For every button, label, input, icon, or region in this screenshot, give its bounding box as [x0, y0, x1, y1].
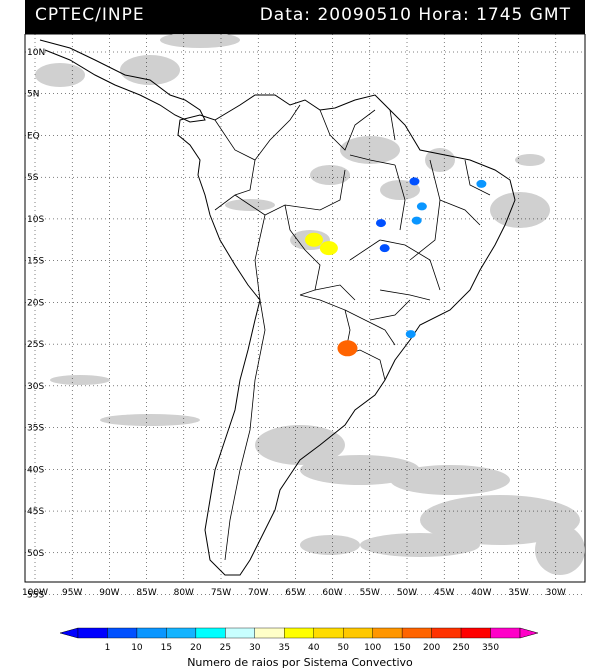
legend-swatch: [166, 627, 197, 639]
lon-label: 55W: [360, 588, 380, 598]
lon-label: 40W: [471, 588, 491, 598]
lon-label: 65W: [285, 588, 305, 598]
lightning-cells: [305, 177, 487, 357]
legend-swatch: [225, 627, 255, 639]
legend: 1 10 15 20 25 30 35 40 50 100 150 200 250 350: [59, 627, 539, 653]
lightning-cell: [476, 179, 487, 188]
legend-value: 25: [220, 643, 231, 653]
lon-label: 60W: [322, 588, 342, 598]
map-panel: 10N5NEQ5S10S15S20S25S30S35S40S45S50S55S …: [22, 34, 586, 600]
lat-label: 40S: [27, 465, 44, 475]
legend-swatch: [77, 627, 108, 639]
lat-label: 45S: [27, 507, 44, 517]
legend-value: 200: [423, 643, 440, 653]
legend-value: 250: [452, 643, 469, 653]
lat-label: 10S: [27, 215, 44, 225]
lightning-cell: [411, 216, 422, 225]
legend-labels: 1 10 15 20 25 30 35 40 50 100 150 200 250 350: [105, 643, 500, 653]
legend-value: 150: [394, 643, 411, 653]
legend-value: 40: [308, 643, 320, 653]
lon-label: 50W: [397, 588, 417, 598]
lon-label: 70W: [248, 588, 268, 598]
timestamp-label: Data: 20090510 Hora: 1745 GMT: [259, 5, 571, 25]
lat-label: 10N: [27, 48, 45, 58]
lon-label: 80W: [174, 588, 194, 598]
legend-arrow-left: [59, 627, 79, 639]
lat-label: 55S: [27, 591, 44, 600]
lat-label: 50S: [27, 549, 44, 559]
legend-colorbar: [59, 627, 539, 639]
lightning-cell: [379, 244, 390, 253]
legend-value: 50: [337, 643, 349, 653]
legend-swatch: [313, 627, 344, 639]
longitude-labels: 100W 95W 90W 85W 80W 75W 70W 65W 60W 55W 50W 45W 40W…: [22, 588, 566, 598]
legend-swatch: [431, 627, 462, 639]
lightning-cell: [409, 177, 420, 186]
lon-label: 90W: [99, 588, 119, 598]
lightning-cell: [416, 202, 427, 211]
lat-label: 20S: [27, 298, 44, 308]
title-bar: CPTEC/INPE Data: 20090510 Hora: 1745 GMT: [25, 0, 585, 34]
legend-swatch: [490, 627, 521, 639]
legend-value: 35: [279, 643, 290, 653]
central-america-outline: [39, 39, 206, 123]
legend-swatch: [136, 627, 167, 639]
lon-label: 35W: [508, 588, 528, 598]
legend-value: 350: [482, 643, 499, 653]
legend-swatch: [107, 627, 138, 639]
lightning-cell: [319, 241, 338, 256]
legend-swatch: [254, 627, 285, 639]
legend-caption: Numero de raios por Sistema Convectivo: [187, 656, 413, 669]
lightning-cell: [337, 340, 358, 357]
latitude-labels: 10N 5N EQ 5S 10S 15S 20S 25S 30S 35S 40S 45S 50S 55S: [27, 48, 45, 600]
legend-swatch: [284, 627, 314, 639]
lat-label: 25S: [27, 340, 44, 350]
lon-label: 45W: [434, 588, 454, 598]
legend-value: 15: [161, 643, 172, 653]
legend-swatch: [460, 627, 491, 639]
legend-swatch: [195, 627, 226, 639]
legend-swatch: [372, 627, 403, 639]
lat-label: 5N: [27, 90, 39, 100]
legend-swatch: [343, 627, 373, 639]
lon-label: 75W: [211, 588, 231, 598]
lat-label: 35S: [27, 424, 44, 434]
graticule: [25, 34, 585, 595]
lightning-cell: [305, 232, 323, 247]
legend-value: 20: [190, 643, 202, 653]
lat-label: 15S: [27, 257, 44, 267]
lat-label: EQ: [27, 131, 40, 141]
legend-value: 1: [105, 643, 111, 653]
source-label: CPTEC/INPE: [35, 5, 145, 25]
legend-arrow-right: [519, 627, 539, 639]
legend-swatch: [401, 627, 432, 639]
legend-value: 10: [131, 643, 143, 653]
lat-label: 5S: [27, 173, 39, 183]
legend-value: 100: [364, 643, 381, 653]
lat-label: 30S: [27, 382, 44, 392]
lightning-cell: [405, 330, 416, 339]
lon-label: 85W: [136, 588, 156, 598]
lon-label: 100W: [22, 588, 48, 598]
lon-label: 95W: [62, 588, 82, 598]
legend-value: 30: [249, 643, 261, 653]
lightning-cell: [375, 219, 386, 228]
lon-label: 30W: [546, 588, 566, 598]
